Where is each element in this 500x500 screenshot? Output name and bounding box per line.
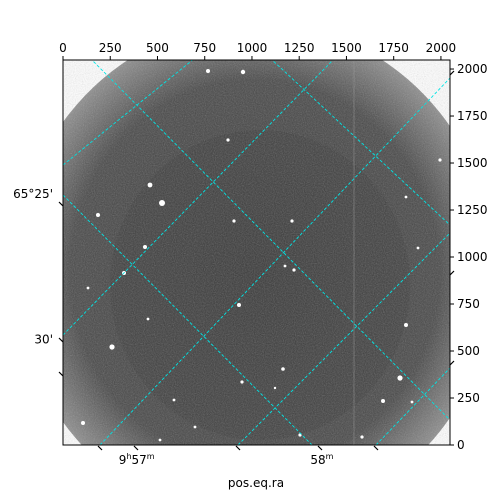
star — [81, 421, 85, 425]
dec-tick-label: 65°25' — [13, 187, 53, 201]
top-tick-label: 1750 — [378, 41, 409, 55]
ra-tick — [235, 445, 241, 451]
top-tick-label: 750 — [193, 41, 216, 55]
star — [360, 435, 364, 439]
coordinate-grid — [63, 60, 450, 445]
star — [240, 380, 244, 384]
star — [404, 323, 408, 327]
star — [404, 195, 408, 199]
star-field — [81, 69, 442, 442]
dec-grid-line — [91, 60, 450, 421]
star — [226, 138, 230, 142]
star — [381, 399, 385, 403]
top-tick-label: 1500 — [331, 41, 362, 55]
star — [143, 245, 147, 249]
star — [273, 386, 277, 390]
star — [147, 182, 153, 188]
right-tick-label: 500 — [457, 344, 480, 358]
star — [109, 344, 115, 350]
star — [206, 69, 210, 73]
dec-grid-line — [271, 60, 450, 226]
star — [172, 398, 176, 402]
star — [237, 303, 241, 307]
right-tick-label: 1500 — [457, 156, 488, 170]
top-tick-label: 2000 — [426, 41, 457, 55]
right-tick-label: 1250 — [457, 203, 488, 217]
ra-grid-line — [375, 367, 450, 445]
sky-image — [63, 60, 450, 445]
top-tick-label: 250 — [99, 41, 122, 55]
ra-grid-line — [99, 77, 450, 445]
star — [158, 438, 162, 442]
star — [283, 264, 287, 268]
top-tick-label: 1250 — [284, 41, 315, 55]
right-tick-label: 2000 — [457, 62, 488, 76]
ra-tick — [373, 445, 379, 451]
dec-tick-label: 30' — [34, 333, 53, 347]
right-pixel-axis: 0 250 500 750 1000 1250 1500 1750 2000 — [449, 62, 488, 452]
right-tick-label: 1750 — [457, 109, 488, 123]
dec-tick — [58, 201, 64, 207]
ra-tick-label: 9h57m — [119, 452, 155, 467]
star — [410, 400, 414, 404]
star — [240, 69, 246, 75]
dec-tick — [58, 337, 64, 343]
star — [193, 425, 197, 429]
star — [281, 367, 285, 371]
plot-frame — [62, 59, 451, 446]
star — [146, 317, 150, 321]
bottom-ra-axis: 9h57m 58m — [97, 445, 379, 467]
star — [438, 158, 442, 162]
star — [96, 213, 100, 217]
right-tick-label: 0 — [457, 438, 465, 452]
dec-grid-line — [63, 194, 313, 445]
ra-tick-label: 58m — [310, 452, 333, 467]
top-tick-label: 1000 — [237, 41, 268, 55]
grid-edge-tick — [449, 360, 455, 366]
right-tick-label: 250 — [457, 391, 480, 405]
right-tick-label: 1000 — [457, 250, 488, 264]
star — [232, 219, 236, 223]
star — [397, 375, 403, 381]
right-tick-label: 750 — [457, 297, 480, 311]
star — [86, 286, 90, 290]
star — [159, 200, 165, 206]
top-tick-label: 0 — [59, 41, 67, 55]
grid-edge-tick — [449, 270, 455, 276]
ra-tick — [317, 445, 323, 451]
dec-tick — [58, 371, 64, 377]
ra-tick — [97, 445, 103, 451]
star — [416, 246, 420, 250]
x-axis-title: pos.eq.ra — [228, 476, 284, 490]
star — [290, 219, 294, 223]
ra-grid-line — [63, 60, 194, 166]
grid-edge-tick — [449, 70, 455, 76]
top-tick-label: 500 — [146, 41, 169, 55]
star — [292, 268, 296, 272]
ra-tick — [133, 445, 139, 451]
left-dec-axis: 65°25' 30' — [13, 187, 64, 377]
top-pixel-axis: 0 250 500 750 1000 1250 1500 1750 2000 — [59, 41, 456, 60]
